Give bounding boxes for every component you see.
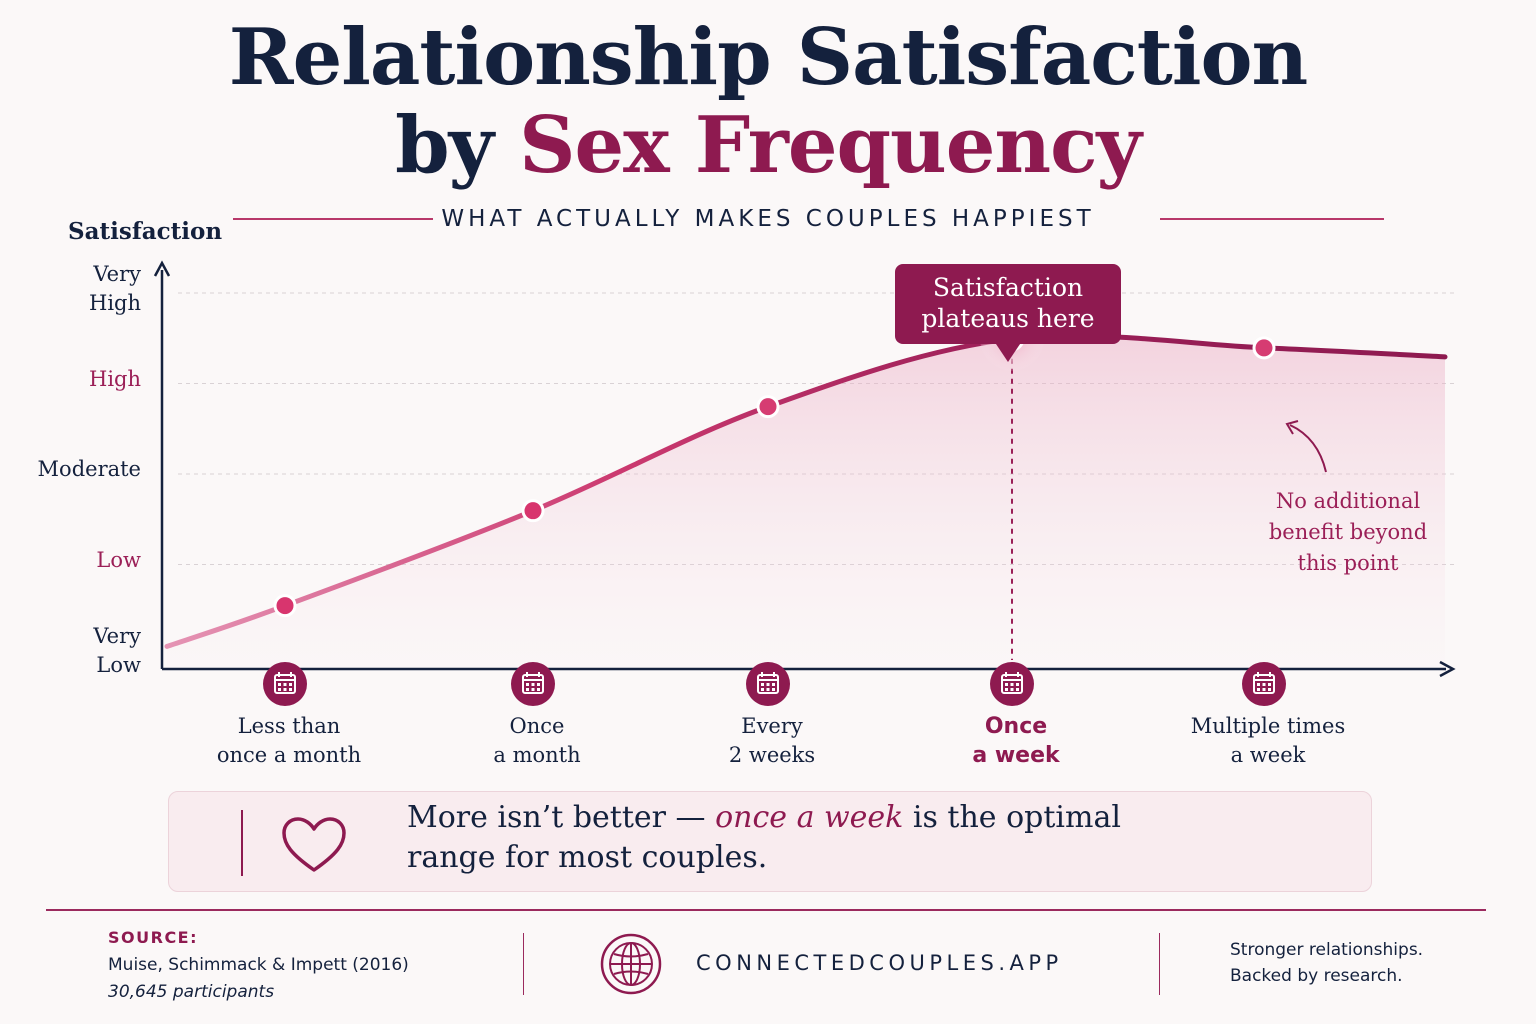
peak-callout: Satisfaction plateaus here [895, 264, 1121, 362]
globe-icon [600, 933, 662, 995]
source-citation: Muise, Schimmack & Impett (2016) [108, 955, 409, 975]
insight-box: More isn’t better — once a week is the o… [168, 791, 1372, 892]
y-axis-title: Satisfaction [68, 218, 223, 245]
chart-title: Relationship Satisfaction by Sex Frequen… [0, 14, 1536, 190]
calendar-icon [746, 662, 790, 706]
data-point-2 [756, 395, 780, 419]
source-label: SOURCE: [108, 928, 199, 947]
source-participants: 30,645 participants [108, 982, 275, 1002]
x-tick-label-line: a week [1230, 743, 1306, 767]
x-tick-label-line: once a month [216, 743, 362, 767]
site-link[interactable]: CONNECTEDCOUPLES.APP [696, 951, 1063, 975]
insight-divider [241, 810, 243, 876]
tagline-line-1: Stronger relationships. [1230, 940, 1424, 960]
subtitle: WHAT ACTUALLY MAKES COUPLES HAPPIEST [441, 206, 1095, 232]
x-tick-label-line: a week [972, 743, 1060, 768]
y-tick-label-3: High [89, 365, 141, 394]
note-arrow [1289, 424, 1327, 473]
subtitle-rule-left [233, 218, 433, 220]
y-tick-label-2: Moderate [38, 455, 141, 484]
note-arrowhead [1285, 420, 1299, 435]
peak-callout-line-2: plateaus here [921, 304, 1095, 333]
data-point-4 [1252, 336, 1276, 360]
insight-prefix: More isn’t better — [407, 800, 716, 835]
x-tick-label-1: Once a month [427, 712, 647, 770]
x-tick-label-line: Multiple times [1190, 714, 1346, 738]
y-tick-label-line: Moderate [37, 457, 141, 482]
subtitle-row: WHAT ACTUALLY MAKES COUPLES HAPPIEST [0, 204, 1536, 234]
y-tick-label-line: Low [96, 652, 141, 677]
data-point-0 [273, 594, 297, 618]
x-tick-label-line: Once [984, 714, 1048, 739]
plateau-note-line-1: No additional [1275, 489, 1421, 513]
data-point-1 [521, 499, 545, 523]
footer-divider-left [523, 933, 524, 995]
calendar-icon [263, 662, 307, 706]
calendar-icon [1242, 662, 1286, 706]
y-tick-label-line: Low [96, 547, 141, 572]
x-tick-label-line: Once [509, 714, 565, 738]
footer-divider-right [1159, 933, 1160, 995]
title-prefix: by [395, 100, 520, 191]
insight-text: More isn’t better — once a week is the o… [407, 798, 1167, 878]
y-tick-label-line: Very [93, 262, 141, 287]
x-tick-label-0: Less than once a month [179, 712, 399, 770]
y-tick-label-4: Very High [89, 260, 141, 318]
x-tick-label-line: a month [493, 743, 581, 767]
x-tick-label-line: Less than [237, 714, 341, 738]
footer-divider [46, 909, 1486, 911]
x-tick-label-3: Once a week [906, 712, 1126, 770]
subtitle-rule-right [1160, 218, 1384, 220]
calendar-icon [990, 662, 1034, 706]
plateau-note-line-2: benefit beyond [1268, 520, 1428, 544]
plateau-note: No additional benefit beyond this point [1248, 486, 1448, 579]
x-axis-arrow [1439, 660, 1456, 678]
y-tick-label-0: Very Low [93, 622, 141, 680]
x-tick-label-4: Multiple times a week [1158, 712, 1378, 770]
tagline-line-2: Backed by research. [1230, 966, 1403, 986]
insight-emphasis: once a week [715, 800, 904, 835]
y-tick-label-1: Low [96, 546, 141, 575]
peak-callout-line-1: Satisfaction [932, 273, 1084, 302]
heart-icon [282, 817, 346, 872]
calendar-icon [511, 662, 555, 706]
area-fill [167, 335, 1445, 669]
x-tick-label-line: Every [741, 714, 803, 738]
x-tick-label-line: 2 weeks [728, 743, 816, 767]
y-tick-label-line: High [89, 291, 141, 316]
y-tick-label-line: High [89, 367, 141, 391]
y-axis-arrow [153, 260, 171, 277]
y-tick-label-line: Very [93, 623, 141, 648]
title-accent: Sex Frequency [519, 100, 1142, 191]
plateau-note-line-3: this point [1297, 551, 1399, 575]
insight-suffix: is the optimal range for most couples. [407, 800, 1121, 875]
title-line-1: Relationship Satisfaction [228, 12, 1308, 103]
x-tick-label-2: Every 2 weeks [662, 712, 882, 770]
title-line-2: by Sex Frequency [0, 102, 1536, 190]
